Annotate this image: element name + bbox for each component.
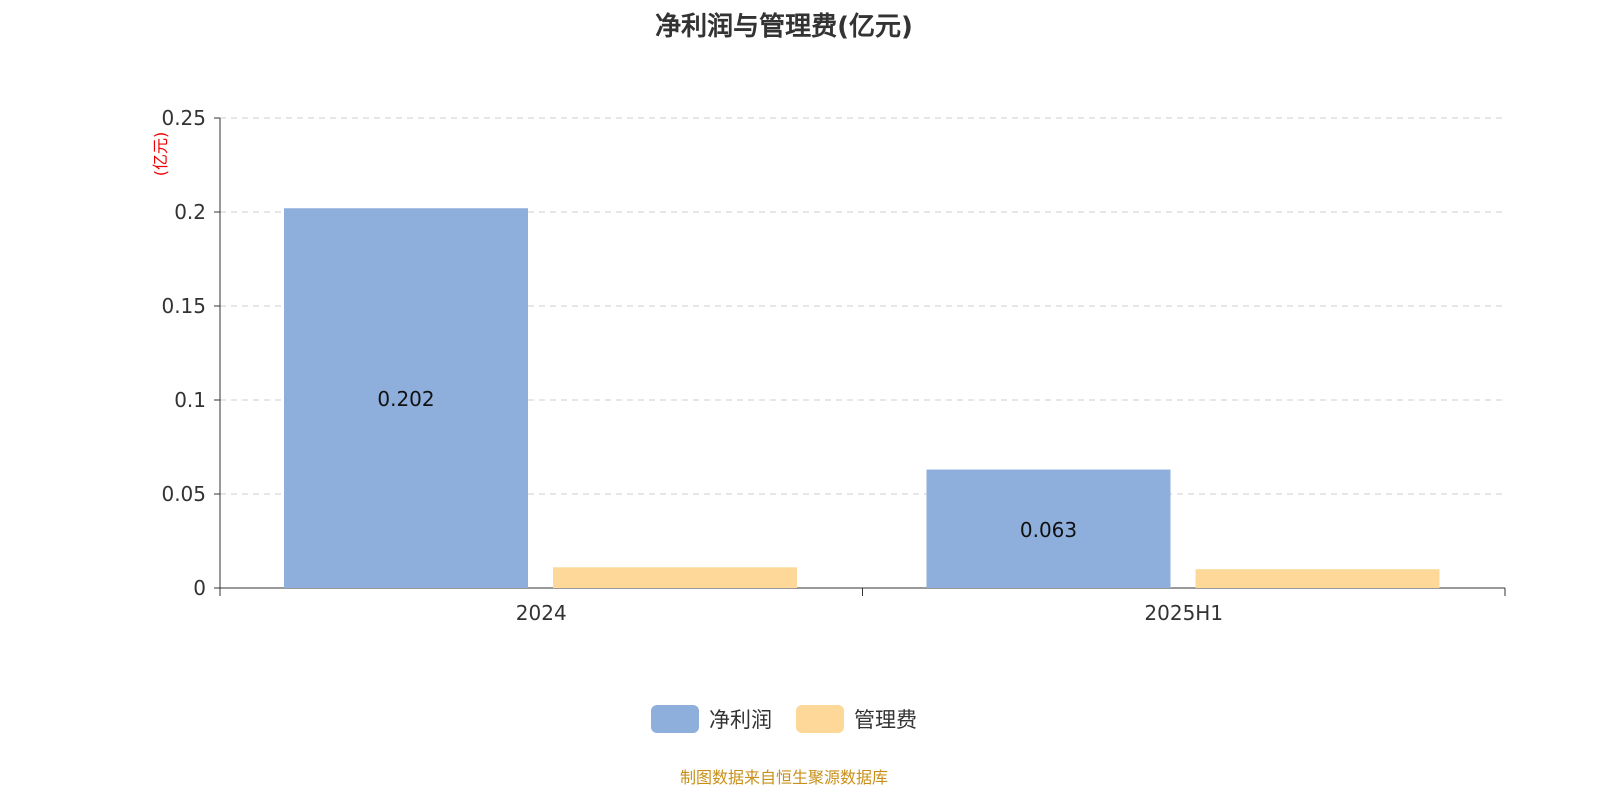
y-tick-label: 0.05 — [161, 482, 206, 506]
x-tick-label: 2025H1 — [1144, 601, 1223, 625]
legend-label: 净利润 — [709, 708, 772, 732]
legend-swatch — [651, 705, 699, 733]
legend-swatch — [796, 705, 844, 733]
bar-net-profit — [926, 469, 1171, 588]
source-note: 制图数据来自恒生聚源数据库 — [679, 768, 888, 787]
chart-title: 净利润与管理费(亿元) — [655, 12, 913, 42]
legend-item-net-profit[interactable]: 净利润 — [651, 704, 772, 734]
legend: 净利润 管理费 — [0, 704, 1568, 734]
bar-net-profit — [284, 208, 528, 589]
data-label: 0.202 — [377, 387, 434, 411]
y-tick-label: 0.2 — [174, 200, 206, 224]
data-label: 0.063 — [1020, 518, 1077, 542]
x-tick-label: 2024 — [516, 601, 567, 625]
y-tick-label: 0 — [193, 576, 206, 600]
y-tick-label: 0.1 — [174, 388, 206, 412]
bar-admin-expense — [1195, 569, 1440, 588]
y-tick-label: 0.15 — [161, 294, 206, 318]
legend-item-admin-expense[interactable]: 管理费 — [796, 704, 917, 734]
y-tick-label: 0.25 — [161, 106, 206, 130]
bar-admin-expense — [553, 567, 797, 588]
legend-label: 管理费 — [854, 708, 917, 732]
